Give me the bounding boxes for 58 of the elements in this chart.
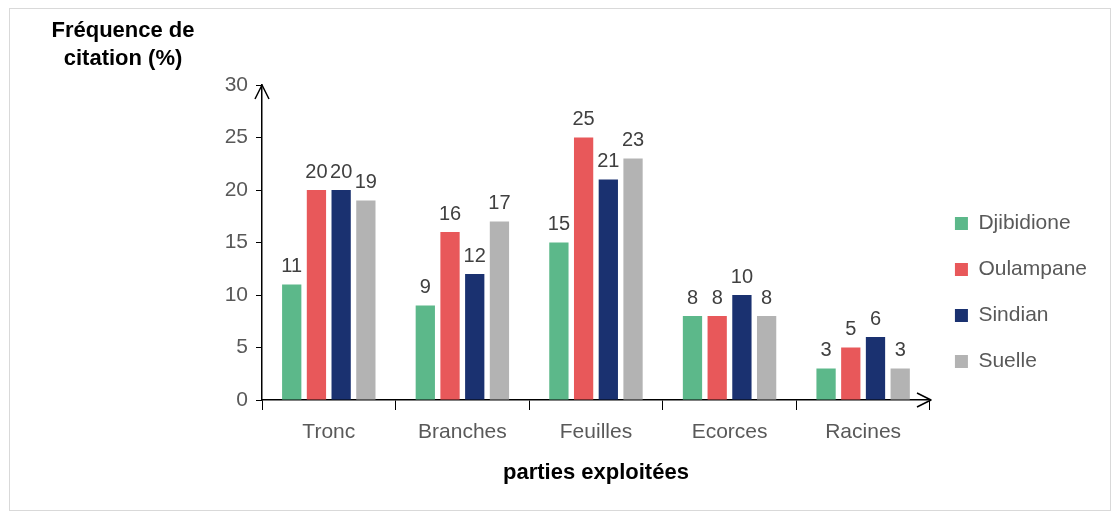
data-label: 8 (686, 285, 699, 308)
data-label: 8 (761, 285, 773, 308)
bar (816, 368, 836, 400)
data-label: 23 (621, 128, 645, 151)
y-tick-label: 0 (236, 386, 248, 410)
legend-label: Djibidione (978, 210, 1071, 234)
bar (623, 158, 643, 400)
x-tick-label: Branches (418, 419, 507, 443)
y-tick-label: 15 (224, 229, 248, 253)
bar (573, 137, 594, 400)
data-label: 10 (730, 264, 754, 287)
bar (732, 295, 752, 400)
bar (440, 232, 460, 400)
y-tick-label: 25 (224, 124, 248, 148)
bar (282, 284, 302, 400)
legend-label: Suelle (978, 348, 1037, 372)
data-label: 20 (305, 159, 328, 182)
bar (865, 337, 886, 400)
bar (890, 368, 910, 400)
y-tick-label: 20 (224, 176, 248, 200)
bar (331, 190, 351, 400)
bar (549, 242, 569, 400)
data-label: 3 (894, 338, 906, 361)
data-label: 16 (438, 201, 462, 224)
data-label: 12 (463, 243, 486, 266)
x-tick-label: Ecorces (691, 419, 768, 443)
bar (306, 190, 327, 400)
data-label: 3 (820, 338, 832, 361)
x-tick-label: Feuilles (559, 419, 633, 443)
bar (356, 200, 376, 400)
legend-label: Sindian (978, 302, 1049, 326)
bar (489, 221, 510, 400)
data-label: 20 (330, 159, 353, 182)
bar (598, 179, 618, 400)
y-tick-label: 5 (236, 334, 248, 358)
x-tick-label: Tronc (302, 419, 356, 443)
data-label: 8 (711, 285, 723, 308)
data-label: 17 (488, 191, 511, 214)
bar (841, 347, 861, 400)
data-label: 25 (572, 107, 595, 130)
data-label: 11 (281, 254, 303, 277)
bar (682, 316, 703, 400)
bar (415, 305, 435, 400)
legend-label: Oulampane (978, 256, 1088, 280)
data-label: 19 (354, 170, 377, 193)
x-axis-title: parties exploitées (503, 458, 689, 484)
data-label: 5 (845, 317, 857, 340)
bar (465, 274, 485, 400)
y-tick-label: 30 (224, 71, 248, 95)
data-label: 21 (597, 149, 620, 172)
y-tick-label: 10 (224, 281, 248, 305)
data-label: 15 (547, 212, 571, 235)
y-axis-title: Fréquence de citation (%) (50, 16, 196, 72)
bar (707, 316, 727, 400)
x-tick-label: Racines (825, 419, 902, 443)
data-label: 9 (419, 275, 431, 298)
bar (756, 316, 777, 400)
data-label: 6 (869, 306, 882, 329)
